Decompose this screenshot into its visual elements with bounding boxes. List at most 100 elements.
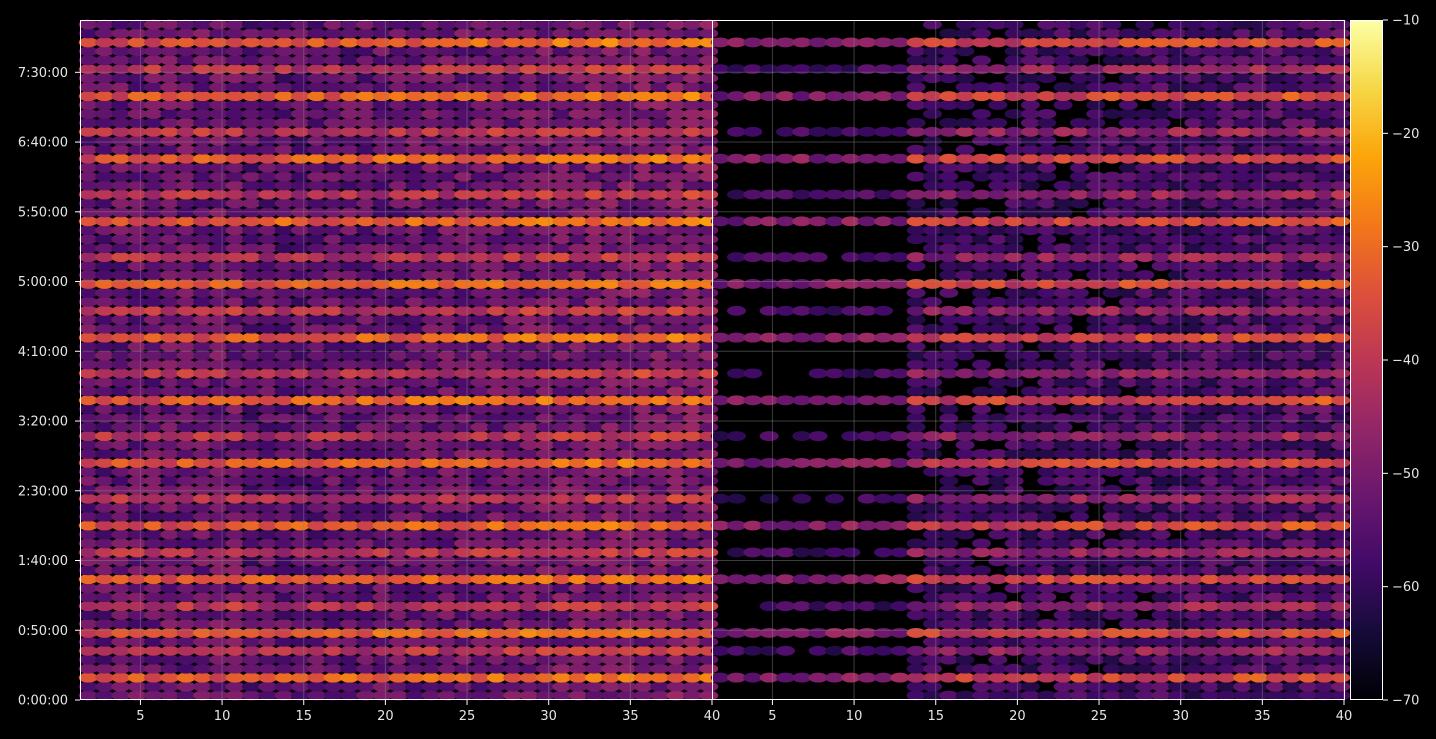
heatmap-cell <box>209 55 229 66</box>
heatmap-cell <box>1200 386 1220 397</box>
heatmap-cell <box>225 216 245 227</box>
heatmap-cell <box>1053 55 1073 66</box>
heatmap-cell <box>340 672 359 683</box>
heatmap-cell <box>242 413 261 424</box>
heatmap-cell <box>486 135 506 146</box>
heatmap-cell <box>127 100 147 110</box>
heatmap-cell <box>454 108 474 119</box>
heatmap-cell <box>535 180 555 191</box>
heatmap-cell <box>1331 529 1351 540</box>
heatmap-cell <box>1314 117 1334 128</box>
heatmap-cell <box>307 538 327 549</box>
heatmap-cell <box>841 252 861 263</box>
heatmap-cell <box>160 511 180 522</box>
heatmap-cell <box>209 19 229 30</box>
heatmap-cell <box>1167 91 1187 102</box>
heatmap-cell <box>1331 171 1351 182</box>
heatmap-cell <box>776 252 795 263</box>
heatmap-cell <box>601 162 621 173</box>
heatmap-cell <box>972 690 991 701</box>
heatmap-cell <box>225 350 245 361</box>
heatmap-cell <box>1233 314 1253 325</box>
heatmap-cell <box>144 636 163 647</box>
heatmap-cell <box>1135 457 1155 468</box>
heatmap-cell <box>1314 538 1334 549</box>
heatmap-cell <box>857 252 877 263</box>
heatmap-cell <box>503 144 523 155</box>
heatmap-cell <box>1118 261 1138 272</box>
heatmap-cell <box>503 511 523 522</box>
heatmap-cell <box>1086 180 1106 191</box>
heatmap-cell <box>274 126 294 137</box>
heatmap-cell <box>682 690 702 701</box>
heatmap-cell <box>633 386 653 397</box>
heatmap-cell <box>1135 484 1155 495</box>
heatmap-cell <box>176 19 196 30</box>
heatmap-cell <box>1314 270 1334 280</box>
heatmap-cell <box>176 64 196 75</box>
heatmap-cell <box>242 538 261 549</box>
heatmap-cell <box>503 386 523 397</box>
heatmap-cell <box>421 108 441 119</box>
heatmap-cell <box>601 216 621 227</box>
heatmap-cell <box>437 440 457 450</box>
heatmap-cell <box>307 108 327 119</box>
heatmap-cell <box>1200 592 1220 603</box>
heatmap-cell <box>1314 180 1334 191</box>
heatmap-cell <box>486 422 506 433</box>
heatmap-cell <box>405 243 425 254</box>
heatmap-cell <box>1314 547 1334 558</box>
heatmap-cell <box>291 28 310 39</box>
heatmap-cell <box>939 511 959 522</box>
heatmap-cell <box>633 19 653 30</box>
heatmap-cell <box>503 341 523 352</box>
heatmap-cell <box>682 681 702 692</box>
heatmap-cell <box>633 180 653 191</box>
heatmap-cell <box>111 431 131 442</box>
heatmap-cell <box>939 270 959 280</box>
heatmap-cell <box>486 46 506 57</box>
heatmap-cell <box>617 350 637 361</box>
heatmap-cell <box>939 466 959 477</box>
heatmap-cell <box>666 287 686 298</box>
heatmap-cell <box>1265 690 1285 701</box>
heatmap-cell <box>955 592 975 603</box>
heatmap-cell <box>437 431 457 442</box>
heatmap-cell <box>340 484 359 495</box>
heatmap-cell <box>144 654 163 665</box>
heatmap-cell <box>1167 404 1187 415</box>
heatmap-cell <box>552 690 572 701</box>
heatmap-cell <box>666 583 686 594</box>
heatmap-cell <box>405 198 425 209</box>
heatmap-cell <box>486 243 506 254</box>
heatmap-cell <box>1298 189 1318 200</box>
heatmap-cell <box>225 108 245 119</box>
heatmap-cell <box>486 37 506 48</box>
heatmap-cell <box>193 162 212 173</box>
heatmap-cell <box>486 314 506 325</box>
heatmap-cell <box>1086 189 1106 200</box>
heatmap-cell <box>242 681 261 692</box>
heatmap-cell <box>1200 270 1220 280</box>
heatmap-cell <box>503 627 523 638</box>
heatmap-cell <box>258 64 278 75</box>
heatmap-cell <box>650 108 670 119</box>
heatmap-cell <box>372 135 392 146</box>
heatmap-cell <box>906 287 926 298</box>
heatmap-cell <box>437 610 457 620</box>
heatmap-cell <box>323 198 343 209</box>
heatmap-cell <box>176 100 196 110</box>
heatmap-cell <box>1331 261 1351 272</box>
heatmap-cell <box>1216 574 1236 585</box>
heatmap-cell <box>388 610 408 620</box>
heatmap-cell <box>699 601 719 612</box>
heatmap-cell <box>225 117 245 128</box>
heatmap-cell <box>307 413 327 424</box>
heatmap-cell <box>307 377 327 388</box>
heatmap-cell <box>743 91 763 102</box>
heatmap-cell <box>323 377 343 388</box>
heatmap-cell <box>405 100 425 110</box>
heatmap-cell <box>1216 690 1236 701</box>
heatmap-cell <box>78 171 98 182</box>
heatmap-cell <box>274 377 294 388</box>
